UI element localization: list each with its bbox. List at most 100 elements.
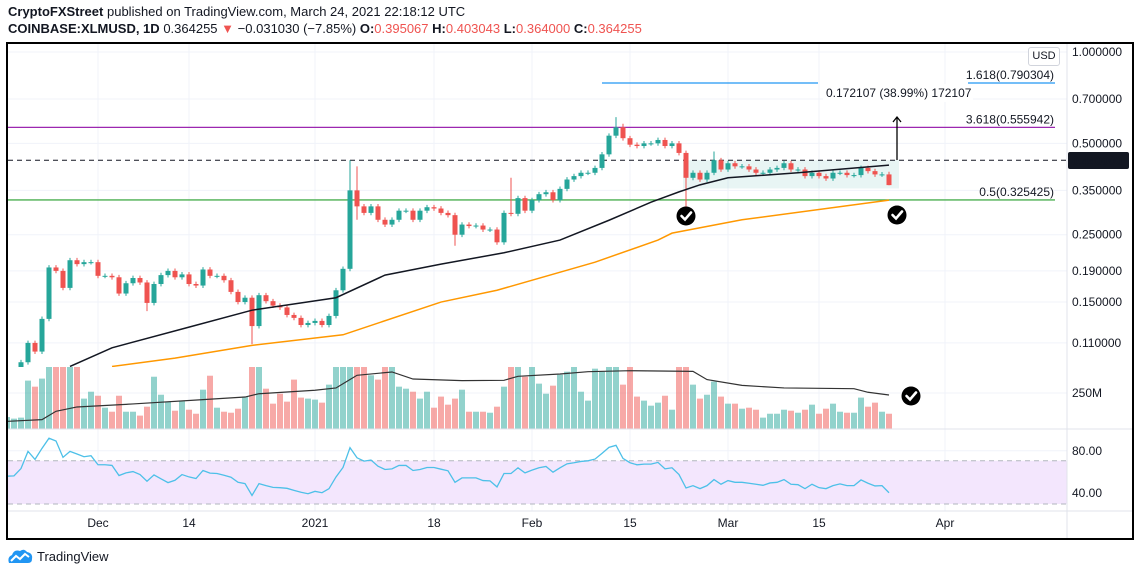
volume-bar [74,367,80,429]
volume-bar [662,395,668,429]
candle [648,141,654,146]
volume-bar [410,391,416,429]
candle [256,292,262,329]
candle-body [662,139,668,147]
candle [228,277,234,295]
candle [242,295,248,305]
volume-bar [417,398,423,429]
checkmark-icon [887,205,907,225]
fib-1618-label: 1.618(0.790304) [966,68,1054,82]
candle-body [396,210,402,220]
volume-bar [844,412,850,429]
volume-bar [865,406,871,429]
candle-body [172,270,178,278]
price-axis-label: 0.190000 [1072,264,1122,278]
candle-body [683,152,689,178]
volume-bar [46,367,52,429]
candle-body [557,188,563,201]
checkmark-circle [676,206,696,226]
rsi-axis-label-40: 40.00 [1072,486,1102,500]
candle-body [550,192,556,201]
volume-bar [676,367,682,429]
candle [543,189,549,197]
candle [879,172,885,177]
volume-bar [102,407,108,429]
volume-bar [732,403,738,429]
volume-bar [578,391,584,429]
volume-bar [109,411,115,429]
volume-bar [480,411,486,429]
time-axis-label: Mar [718,516,739,530]
candle-body [634,144,640,147]
symbol-name[interactable]: COINBASE:XLMUSD, 1D [8,21,160,36]
volume-bar [214,407,220,429]
candle [627,135,633,148]
volume-bar [8,417,10,429]
candle [592,165,598,176]
volume-bar [228,412,234,429]
candle-body [781,163,787,168]
candle [466,222,472,229]
volume-bar [704,394,710,429]
checkmark-icon [676,206,696,226]
candle [620,123,626,141]
candle-body [214,275,220,277]
candle [529,197,535,214]
open-label: O: [359,21,375,36]
candle [564,177,570,192]
candle [508,177,514,217]
volume-bar [95,395,101,429]
price-axis-label: 0.500000 [1072,136,1122,150]
candle [375,204,381,223]
volume-bar [851,412,857,429]
candle-body [354,190,360,207]
candle [102,273,108,279]
publisher-name[interactable]: CryptoFXStreet [8,4,104,19]
volume-bar [795,412,801,429]
current-price-label: 0.440000 [1072,154,1122,168]
volume-bar [319,402,325,429]
volume-bar [557,374,563,429]
candle [767,167,773,176]
volume-bar [256,367,262,429]
candle [88,259,94,265]
triangle-down-icon: ▼ [221,21,235,36]
price-change: −0.031030 (−7.85%) [237,21,357,36]
candle-body [368,206,374,213]
volume-bar [263,388,269,429]
candle [823,173,829,181]
candle [578,170,584,179]
candle-body [221,275,227,281]
volume-bar [354,367,360,429]
candle-body [690,172,696,178]
volume-bar [473,411,479,429]
candle-body [473,225,479,227]
candle [333,287,339,319]
volume-bar [207,375,213,429]
candle-body [599,154,605,168]
candle [361,204,367,216]
tradingview-logo[interactable]: TradingView [7,548,109,564]
fib-3618-label: 3.618(0.555942) [966,112,1054,126]
volume-bar [144,406,150,429]
candle [816,170,822,179]
volume-bar [858,397,864,429]
volume-bar [543,393,549,429]
candle-body [529,200,535,211]
volume-bar [837,411,843,429]
volume-bar [347,367,353,429]
price-axis-label: 0.350000 [1072,183,1122,197]
candle [781,160,787,171]
candle-body [102,275,108,277]
candle-body [382,219,388,225]
volume-bar [396,386,402,429]
candle [305,320,311,328]
candle-body [46,267,52,319]
candle [144,280,150,312]
candle [641,141,647,149]
volume-bar [536,383,542,429]
candle-body [88,262,94,264]
candle [669,141,675,149]
currency-button[interactable]: USD [1028,47,1060,66]
